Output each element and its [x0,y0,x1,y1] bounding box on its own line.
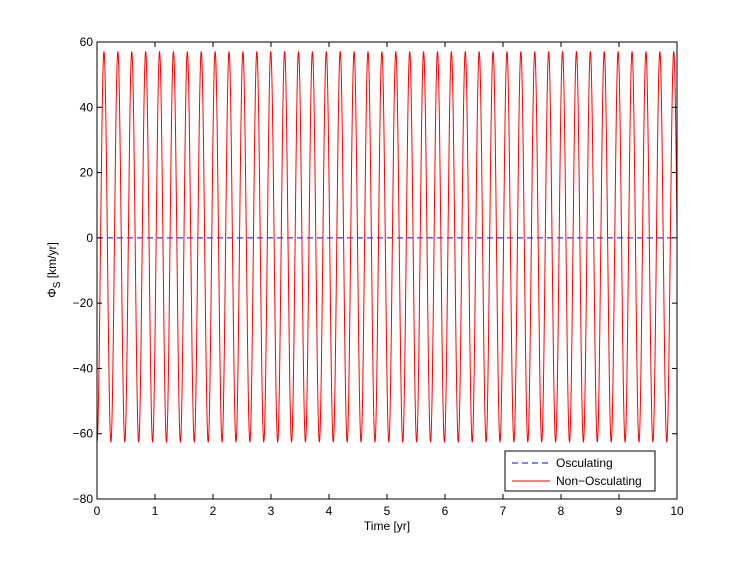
x-tick-label: 5 [384,504,391,518]
y-axis-label-unit: [km/yr] [45,242,59,281]
y-axis-label-main: Φ [45,288,59,298]
y-axis-label-subscript: S [52,281,63,288]
tick-labels-layer: 0 1 2 3 4 5 6 7 8 9 10 −80 −60 −40 −20 0 20 40 60 [73,35,684,518]
y-tick-label: 60 [80,35,94,49]
x-tick-label: 2 [210,504,217,518]
x-tick-label: 1 [152,504,159,518]
legend-box [504,450,656,492]
legend-label-osculating: Osculating [556,456,613,470]
x-tick-label: 3 [268,504,275,518]
y-tick-label: −60 [73,427,94,441]
y-tick-label: 0 [86,231,93,245]
y-tick-label: −20 [73,296,94,310]
x-tick-label: 9 [616,504,623,518]
y-tick-label: 40 [80,100,94,114]
x-tick-label: 0 [94,504,101,518]
x-axis-label: Time [yr] [364,519,410,533]
ticks-layer [96,41,678,500]
series-non-osculating-line [96,50,678,443]
x-tick-label: 7 [500,504,507,518]
y-tick-label: −80 [73,492,94,506]
plot-area [96,42,678,499]
series-layer [96,50,678,443]
x-tick-label: 10 [670,504,684,518]
legend-label-non-osculating: Non−Osculating [556,474,642,488]
x-tick-label: 6 [442,504,449,518]
x-tick-label: 4 [326,504,333,518]
y-axis-label: ΦS [km/yr] [45,242,63,298]
legend: Osculating Non−Osculating [504,450,656,492]
x-tick-label: 8 [558,504,565,518]
y-tick-label: 20 [80,166,94,180]
y-tick-label: −40 [73,361,94,375]
